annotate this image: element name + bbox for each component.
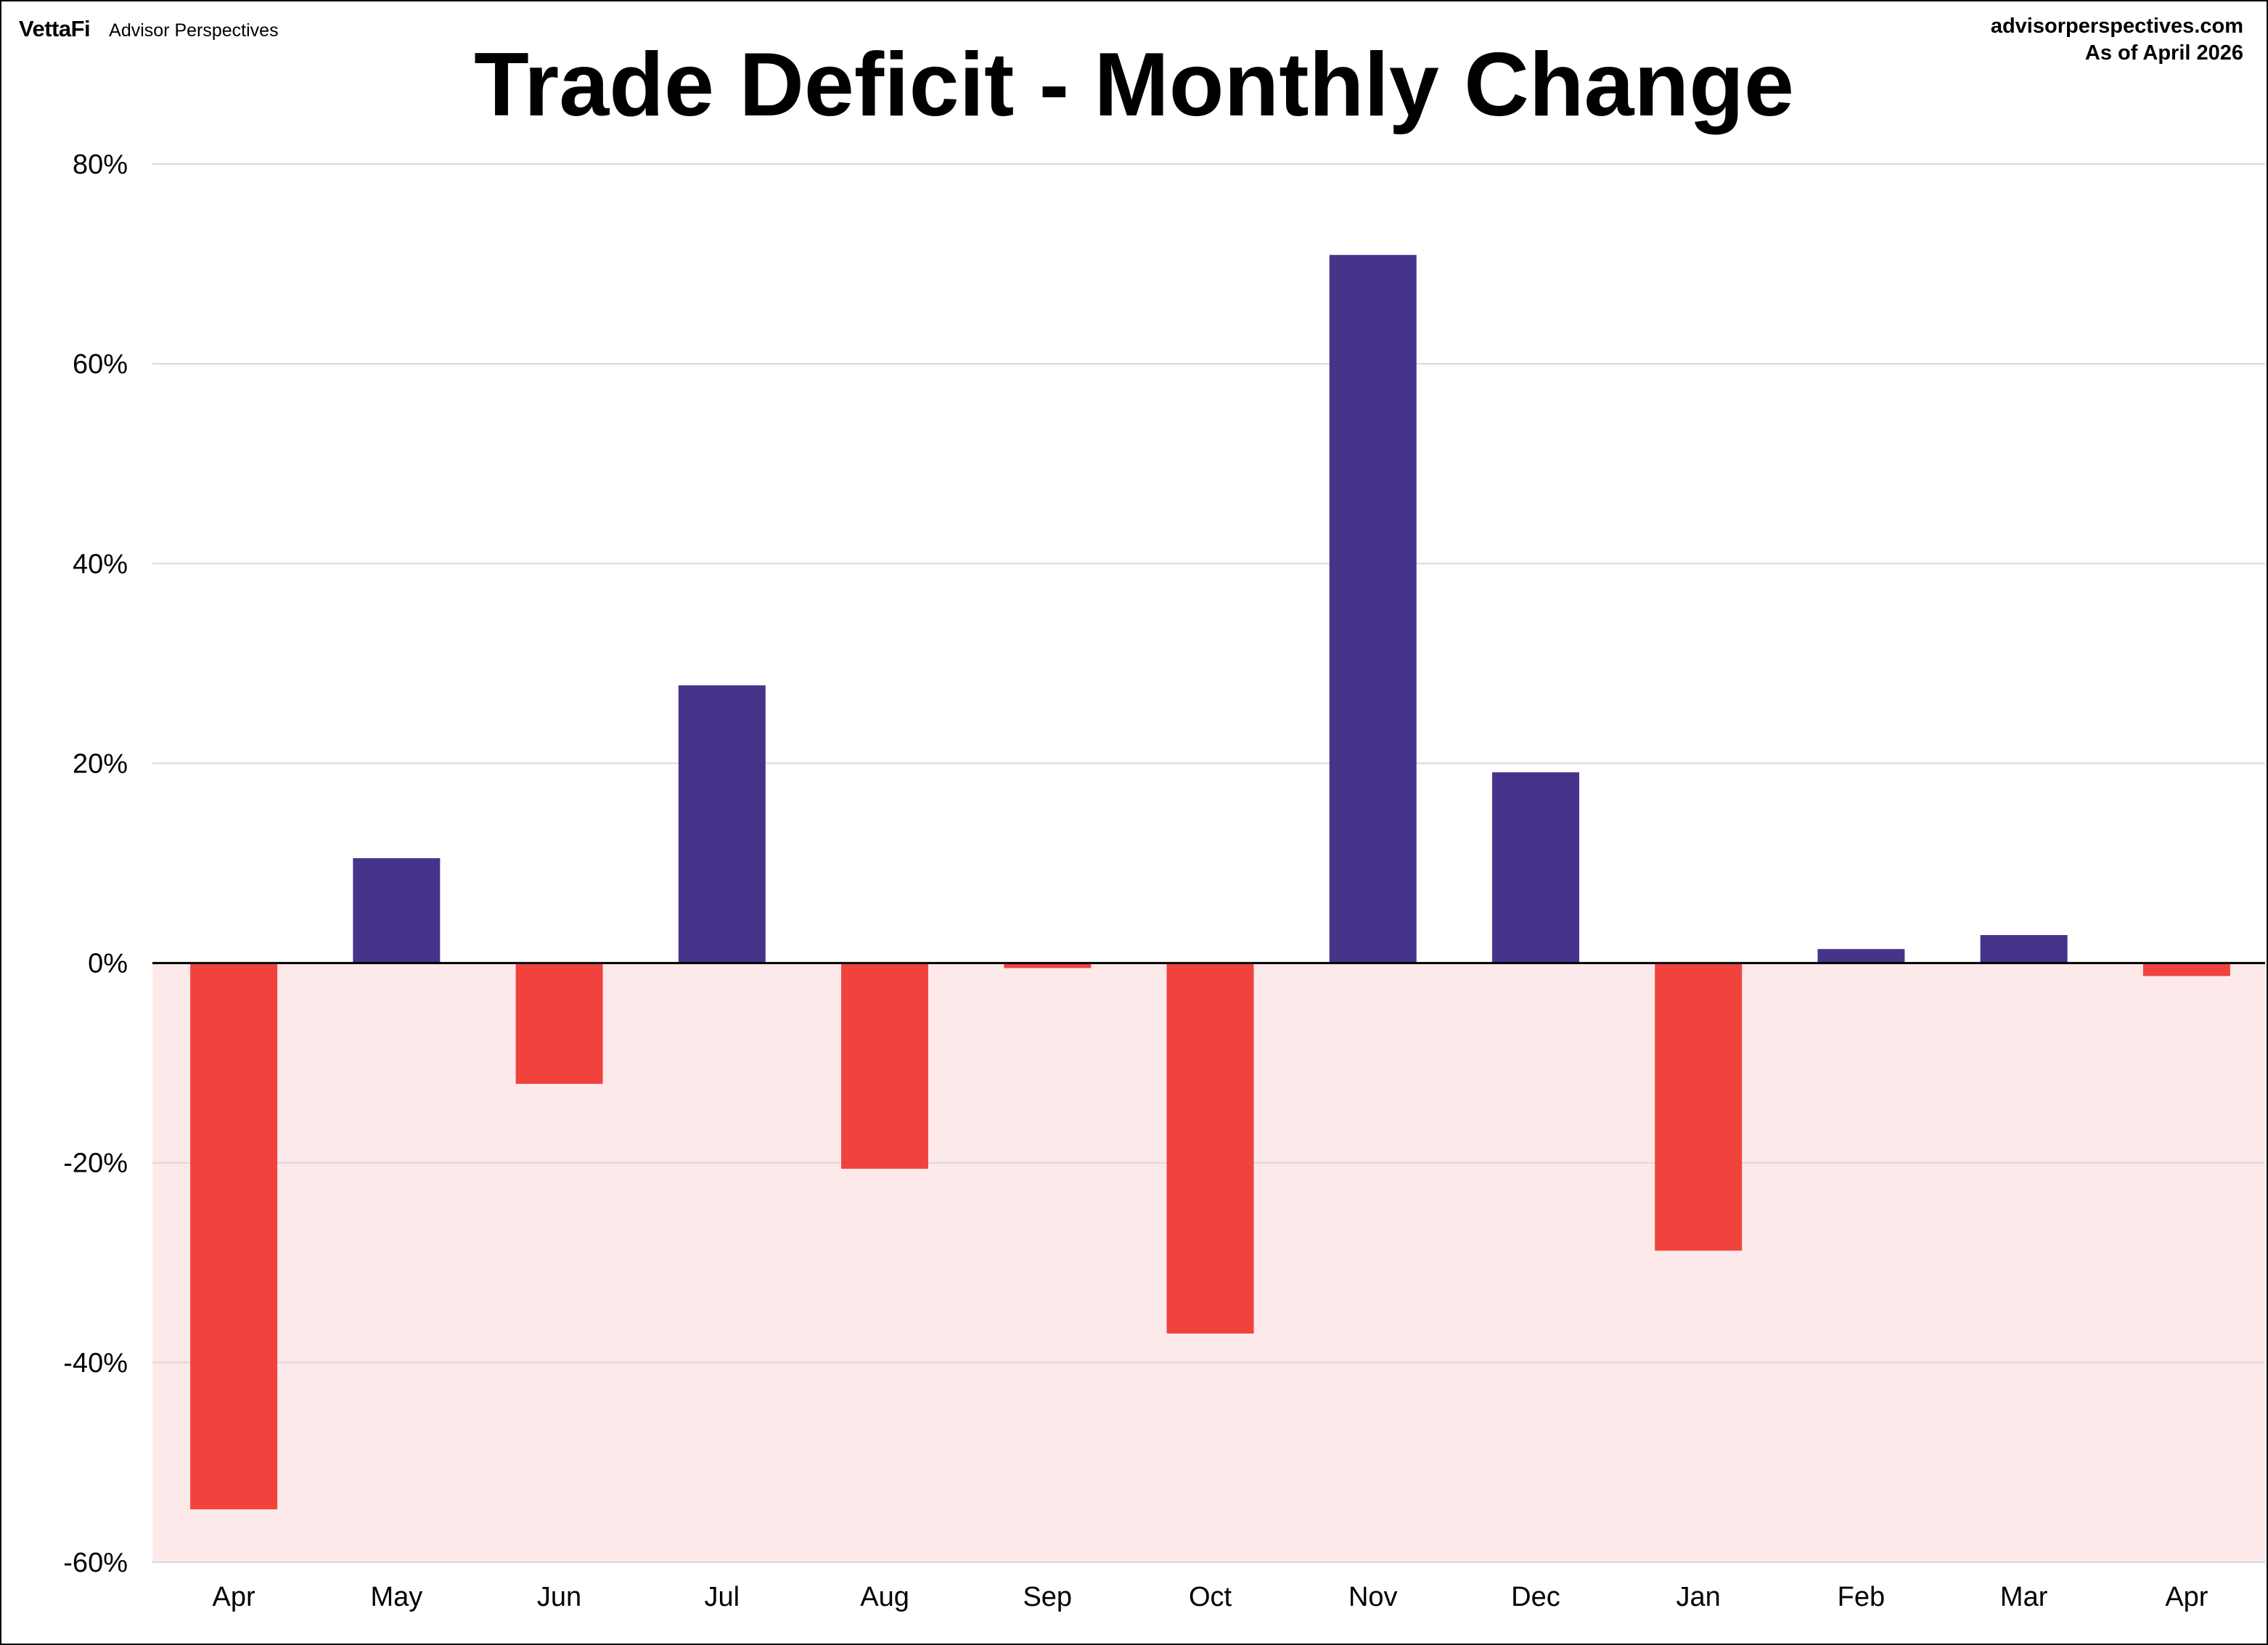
- x-tick-label: Jun: [537, 1582, 581, 1612]
- x-tick-label: Aug: [860, 1582, 909, 1612]
- y-tick-label: 20%: [73, 748, 128, 779]
- x-tick-label: Mar: [2000, 1582, 2048, 1612]
- brand-name: Advisor Perspectives: [109, 20, 279, 41]
- y-tick-label: -60%: [63, 1548, 128, 1578]
- y-tick-label: 0%: [88, 949, 128, 979]
- x-tick-label: Apr: [2165, 1582, 2208, 1612]
- bar: [1004, 963, 1092, 968]
- x-tick-label: Jul: [705, 1582, 740, 1612]
- bar: [1980, 935, 2068, 963]
- bar: [1166, 963, 1254, 1334]
- y-tick-label: 80%: [73, 150, 128, 180]
- bar: [515, 963, 603, 1085]
- x-tick-label: May: [370, 1582, 422, 1612]
- as-of-date: As of April 2026: [2084, 41, 2243, 65]
- brand: VettaFi Advisor Perspectives: [19, 16, 279, 42]
- y-tick-label: -20%: [63, 1148, 128, 1179]
- x-tick-label: Apr: [213, 1582, 255, 1612]
- bar: [2142, 963, 2230, 976]
- bar: [841, 963, 929, 1169]
- x-tick-label: Jan: [1677, 1582, 1721, 1612]
- vettafi-logo: VettaFi: [19, 16, 91, 41]
- bar: [1817, 949, 1905, 963]
- x-tick-label: Nov: [1348, 1582, 1398, 1612]
- y-tick-label: 60%: [73, 349, 128, 380]
- x-tick-label: Oct: [1189, 1582, 1232, 1612]
- bar: [190, 963, 278, 1510]
- chart-title: Trade Deficit - Monthly Change: [474, 35, 1794, 135]
- site-url: advisorperspectives.com: [1990, 15, 2243, 38]
- y-tick-label: 40%: [73, 549, 128, 579]
- x-tick-label: Feb: [1838, 1582, 1885, 1612]
- x-tick-label: Sep: [1023, 1582, 1072, 1612]
- bar: [678, 685, 766, 963]
- x-tick-label: Dec: [1511, 1582, 1560, 1612]
- bar: [1329, 255, 1417, 963]
- bar: [353, 858, 441, 963]
- y-tick-label: -40%: [63, 1348, 128, 1379]
- bar: [1655, 963, 1743, 1251]
- source-block: advisorperspectives.com As of April 2026: [1991, 13, 2243, 67]
- bar: [1491, 772, 1579, 963]
